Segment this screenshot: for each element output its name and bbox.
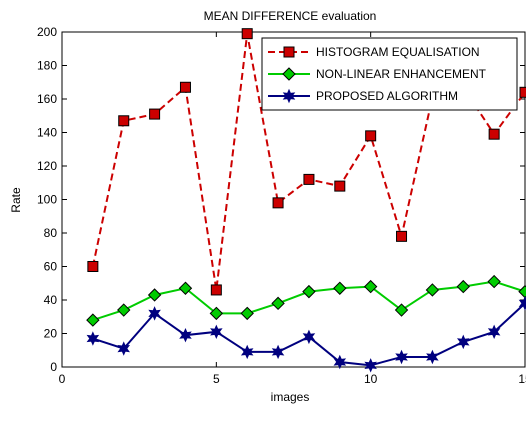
data-point — [210, 324, 223, 340]
data-point — [302, 284, 316, 299]
axis-ticks: 0 20 40 60 80 100 120 140 160 180 200 0 5 10 15 — [37, 25, 526, 386]
data-point — [149, 108, 161, 120]
legend-entry: NON-LINEAR ENHANCEMENT — [268, 67, 487, 81]
data-point — [86, 313, 100, 327]
data-point — [86, 331, 100, 346]
data-point — [241, 28, 253, 40]
y-tick-label: 160 — [37, 92, 57, 106]
data-point — [179, 327, 192, 343]
data-point — [148, 306, 161, 321]
x-tick-label: 0 — [59, 372, 66, 386]
data-point — [240, 344, 254, 360]
legend-entry: HISTOGRAM EQUALISATION — [268, 45, 480, 59]
legend: HISTOGRAM EQUALISATION NON-LINEAR ENHANCE… — [261, 37, 518, 111]
x-tick-label: 5 — [213, 372, 220, 386]
data-point — [487, 324, 501, 340]
data-point — [334, 180, 346, 192]
legend-marker — [282, 67, 296, 81]
y-tick-label: 20 — [44, 327, 58, 341]
x-axis-label: images — [271, 390, 310, 404]
data-point — [488, 128, 500, 140]
y-tick-label: 200 — [37, 25, 57, 39]
data-point — [303, 173, 315, 185]
series-3 — [86, 296, 526, 373]
x-tick-label: 10 — [364, 372, 378, 386]
legend-label: PROPOSED ALGORITHM — [316, 89, 458, 103]
data-point — [518, 296, 526, 311]
data-point — [396, 230, 408, 242]
data-point — [426, 349, 439, 365]
data-point — [147, 288, 162, 302]
y-tick-label: 120 — [37, 159, 57, 173]
data-point — [395, 349, 408, 365]
y-tick-label: 180 — [37, 59, 57, 73]
data-point — [302, 329, 316, 345]
data-point — [333, 354, 347, 370]
data-point — [363, 279, 378, 294]
data-point — [456, 334, 470, 350]
data-point — [87, 261, 99, 272]
y-tick-label: 80 — [44, 226, 58, 240]
legend-entry: PROPOSED ALGORITHM — [268, 88, 458, 104]
y-axis-label: Rate — [9, 187, 23, 213]
data-point — [240, 306, 254, 321]
legend-label: NON-LINEAR ENHANCEMENT — [316, 67, 487, 81]
data-point — [365, 130, 377, 142]
data-point — [272, 197, 284, 209]
chart-title: MEAN DIFFERENCE evaluation — [204, 9, 377, 23]
data-point — [117, 341, 131, 356]
data-point — [118, 115, 130, 127]
y-tick-label: 40 — [44, 293, 58, 307]
data-point — [271, 296, 285, 311]
legend-marker — [282, 88, 296, 104]
y-tick-label: 0 — [50, 360, 57, 374]
x-tick-label: 15 — [518, 372, 526, 386]
y-tick-label: 100 — [37, 193, 57, 207]
data-point — [178, 281, 193, 295]
data-point — [487, 274, 501, 289]
y-tick-label: 60 — [44, 260, 58, 274]
data-point — [456, 279, 470, 294]
data-point — [271, 344, 285, 360]
data-point — [179, 81, 191, 93]
data-point — [364, 358, 377, 373]
data-point — [394, 303, 409, 317]
data-point — [425, 283, 440, 297]
data-point — [519, 86, 526, 98]
data-point — [210, 284, 222, 296]
y-tick-label: 140 — [37, 126, 57, 140]
legend-label: HISTOGRAM EQUALISATION — [316, 45, 480, 59]
data-point — [209, 306, 224, 321]
series-2 — [86, 274, 526, 327]
data-point — [117, 303, 131, 317]
legend-marker — [283, 46, 295, 58]
data-point — [333, 281, 347, 295]
